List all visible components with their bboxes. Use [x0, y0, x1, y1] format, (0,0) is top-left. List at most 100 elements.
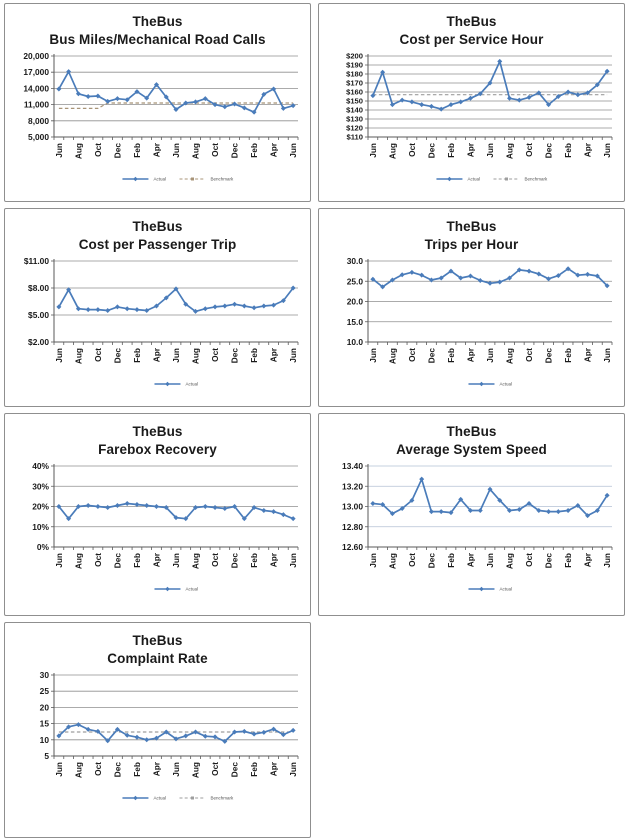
data-point-marker	[487, 80, 492, 86]
svg-text:Feb: Feb	[563, 143, 573, 158]
svg-text:Jun: Jun	[602, 348, 612, 363]
data-point-marker	[143, 95, 149, 101]
data-point-marker	[280, 732, 286, 738]
svg-text:Apr: Apr	[582, 142, 592, 157]
svg-text:Jun: Jun	[602, 143, 612, 158]
data-point-marker	[182, 100, 188, 106]
charts-grid: TheBus Bus Miles/Mechanical Road Calls 5…	[4, 3, 625, 838]
data-point-marker	[574, 92, 580, 98]
data-point-marker	[438, 509, 444, 515]
x-axis-labels: Jun Aug Oct Dec Feb Apr Jun Aug Oct Dec Feb Apr Jun	[53, 552, 297, 569]
legend-entry-benchmark: Benchmark	[178, 796, 233, 801]
data-point-marker	[231, 504, 237, 510]
svg-text:Aug: Aug	[190, 348, 200, 364]
data-point-marker	[516, 267, 522, 273]
y-axis-labels: $2.00 $5.00 $8.00 $11.00	[23, 256, 48, 347]
svg-text:Jun: Jun	[485, 553, 495, 568]
svg-text:Apr: Apr	[151, 347, 161, 362]
data-point-marker	[75, 91, 81, 97]
x-axis-labels: Jun Aug Oct Dec Feb Apr Jun Aug Oct Dec Feb Apr Jun	[53, 142, 297, 159]
legend-marker-diamond	[478, 381, 484, 387]
svg-text:25.0: 25.0	[346, 276, 363, 286]
chart-title: TheBus	[446, 14, 497, 29]
data-point-marker	[516, 507, 522, 513]
svg-text:$190: $190	[346, 61, 363, 70]
data-point-marker	[163, 729, 169, 735]
data-point-marker	[290, 103, 296, 109]
data-point-marker	[438, 106, 444, 112]
data-point-marker	[173, 515, 178, 521]
series-line	[58, 102, 293, 110]
svg-text:Aug: Aug	[504, 143, 514, 159]
series-actual	[369, 58, 610, 112]
data-point-marker	[399, 506, 405, 512]
chart-subtitle: Complaint Rate	[107, 650, 208, 666]
y-axis-labels: 5 10 15 20 25 30	[39, 670, 49, 761]
data-point-marker	[212, 734, 218, 740]
chart-canvas: 5,000 8,000 11,000 14,000 17,000 20,000 Jun Aug…	[23, 51, 298, 182]
legend-label: Actual	[153, 177, 166, 182]
svg-text:Aug: Aug	[387, 143, 397, 159]
svg-text:Feb: Feb	[249, 143, 259, 158]
svg-text:Dec: Dec	[229, 143, 239, 159]
svg-text:Aug: Aug	[387, 348, 397, 364]
svg-text:Jun: Jun	[53, 348, 63, 363]
series-actual	[55, 69, 296, 115]
data-point-marker	[55, 86, 61, 92]
data-point-marker	[408, 99, 414, 105]
svg-text:Aug: Aug	[73, 553, 83, 569]
data-point-marker	[457, 275, 463, 281]
legend-label: Actual	[185, 382, 198, 387]
svg-text:Feb: Feb	[131, 553, 141, 568]
chart-canvas: 12.60 12.80 13.00 13.20 13.40 Jun Aug Oct Dec Feb…	[342, 461, 612, 592]
data-point-marker	[604, 283, 610, 289]
svg-text:Oct: Oct	[210, 553, 220, 567]
svg-text:14,000: 14,000	[23, 84, 49, 94]
legend-entry-actual: Actual	[153, 382, 198, 387]
data-point-marker	[202, 504, 208, 510]
data-point-marker	[94, 728, 100, 734]
svg-text:Feb: Feb	[131, 143, 141, 158]
data-point-marker	[565, 89, 571, 95]
svg-text:5: 5	[44, 751, 49, 761]
svg-text:Apr: Apr	[151, 761, 161, 776]
data-point-marker	[369, 501, 375, 507]
svg-text:13.40: 13.40	[342, 461, 363, 471]
data-point-marker	[251, 109, 257, 115]
svg-text:Oct: Oct	[524, 553, 534, 567]
data-point-marker	[594, 273, 600, 279]
svg-text:40%: 40%	[32, 461, 49, 471]
chart-title: TheBus	[446, 424, 497, 439]
chart-legend: Actual	[153, 587, 197, 592]
chart-panel-trips-per-hour: TheBus Trips per Hour 10.0 15.0 20.0 25.0 30…	[318, 208, 625, 407]
chart-title: TheBus	[446, 219, 497, 234]
data-point-marker	[104, 98, 110, 104]
data-point-marker	[555, 509, 561, 515]
data-point-marker	[270, 302, 276, 308]
svg-text:Apr: Apr	[268, 347, 278, 362]
svg-text:Oct: Oct	[406, 553, 416, 567]
data-point-marker	[251, 731, 257, 737]
axes	[364, 259, 612, 346]
data-point-marker	[192, 99, 198, 105]
data-point-marker	[535, 271, 541, 277]
axes	[50, 259, 298, 346]
data-point-marker	[202, 96, 208, 102]
data-point-marker	[526, 94, 532, 100]
svg-text:Apr: Apr	[268, 142, 278, 157]
gridlines	[367, 260, 612, 323]
series-actual	[369, 266, 610, 290]
series-benchmark	[58, 102, 293, 110]
data-point-marker	[467, 273, 473, 279]
series-line	[372, 478, 608, 517]
data-point-marker	[467, 95, 473, 101]
data-point-marker	[447, 510, 453, 516]
data-point-marker	[457, 99, 463, 105]
legend-label: Actual	[499, 587, 512, 592]
x-axis-labels: Jun Aug Oct Dec Feb Apr Jun Aug Oct Dec Feb Apr Jun	[53, 761, 297, 778]
data-point-marker	[604, 492, 610, 498]
data-point-marker	[251, 305, 257, 311]
gridlines	[367, 465, 612, 528]
legend-marker-diamond	[478, 586, 484, 592]
svg-text:Jun: Jun	[367, 348, 377, 363]
